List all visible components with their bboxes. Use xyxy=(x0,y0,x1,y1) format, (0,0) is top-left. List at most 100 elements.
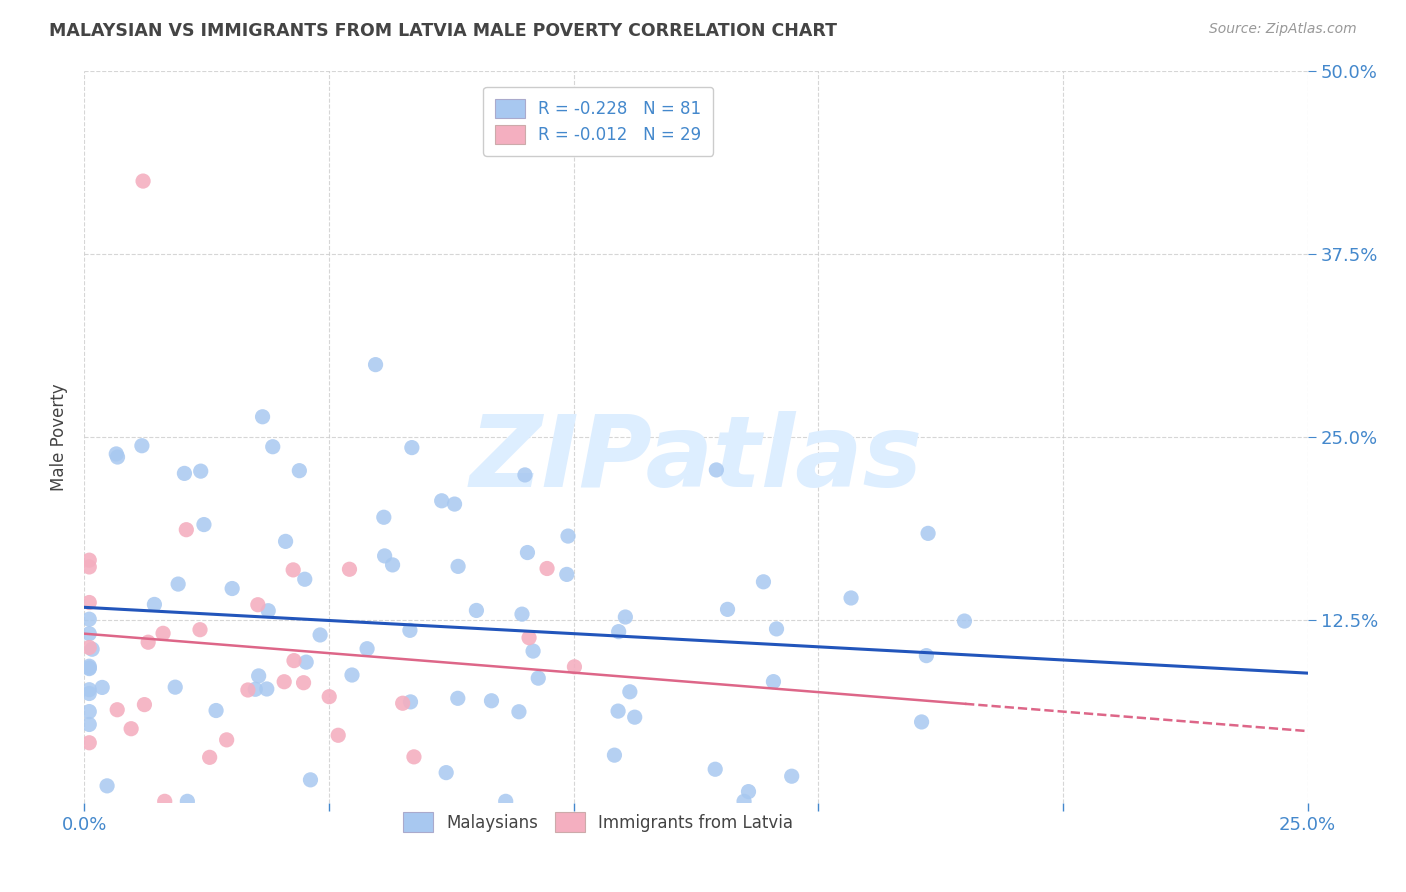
Point xyxy=(77,595,100,609)
Point xyxy=(557,529,579,543)
Point xyxy=(131,439,153,453)
Point xyxy=(77,682,100,697)
Point xyxy=(292,675,315,690)
Point xyxy=(356,641,378,656)
Point xyxy=(434,765,457,780)
Point xyxy=(536,561,558,575)
Point xyxy=(77,686,100,700)
Point xyxy=(401,441,423,455)
Point xyxy=(134,698,156,712)
Point xyxy=(77,661,100,675)
Point xyxy=(153,794,176,808)
Point xyxy=(262,440,284,454)
Point xyxy=(77,612,100,626)
Point xyxy=(513,467,536,482)
Point xyxy=(443,497,465,511)
Text: ZIPatlas: ZIPatlas xyxy=(470,410,922,508)
Text: MALAYSIAN VS IMMIGRANTS FROM LATVIA MALE POVERTY CORRELATION CHART: MALAYSIAN VS IMMIGRANTS FROM LATVIA MALE… xyxy=(49,22,837,40)
Point xyxy=(246,598,269,612)
Point xyxy=(309,628,332,642)
Point xyxy=(77,717,100,731)
Point xyxy=(193,517,215,532)
Point xyxy=(495,794,517,808)
Point xyxy=(188,623,211,637)
Point xyxy=(288,464,311,478)
Point xyxy=(564,660,586,674)
Point xyxy=(252,409,274,424)
Point xyxy=(294,572,316,586)
Point xyxy=(555,567,578,582)
Point xyxy=(716,602,738,616)
Point xyxy=(402,749,425,764)
Point xyxy=(603,748,626,763)
Point xyxy=(614,610,637,624)
Point xyxy=(737,784,759,798)
Point xyxy=(173,467,195,481)
Point xyxy=(273,674,295,689)
Point xyxy=(190,464,212,478)
Point xyxy=(198,750,221,764)
Point xyxy=(607,624,630,639)
Point xyxy=(765,622,787,636)
Point xyxy=(299,772,322,787)
Point xyxy=(516,545,538,559)
Point xyxy=(607,704,630,718)
Point xyxy=(752,574,775,589)
Point xyxy=(77,626,100,640)
Point xyxy=(295,655,318,669)
Point xyxy=(917,526,939,541)
Point xyxy=(283,563,305,577)
Point xyxy=(510,607,533,622)
Point xyxy=(247,669,270,683)
Point xyxy=(623,710,645,724)
Point xyxy=(105,703,128,717)
Point xyxy=(391,696,413,710)
Point xyxy=(447,691,470,706)
Point xyxy=(527,671,550,685)
Point xyxy=(283,654,305,668)
Point xyxy=(706,463,728,477)
Legend: Malaysians, Immigrants from Latvia: Malaysians, Immigrants from Latvia xyxy=(396,805,800,838)
Point xyxy=(143,598,166,612)
Point xyxy=(619,685,641,699)
Point xyxy=(221,582,243,596)
Point xyxy=(839,591,862,605)
Point xyxy=(77,640,100,655)
Point xyxy=(704,762,727,776)
Point xyxy=(77,553,100,567)
Point xyxy=(176,523,198,537)
Point xyxy=(132,174,155,188)
Point xyxy=(245,682,267,697)
Point xyxy=(915,648,938,663)
Text: Source: ZipAtlas.com: Source: ZipAtlas.com xyxy=(1209,22,1357,37)
Point xyxy=(152,626,174,640)
Point xyxy=(77,705,100,719)
Point xyxy=(339,562,361,576)
Point xyxy=(328,728,350,742)
Point xyxy=(107,450,129,464)
Point xyxy=(136,635,159,649)
Point xyxy=(373,510,395,524)
Point xyxy=(447,559,470,574)
Point xyxy=(167,577,190,591)
Point xyxy=(508,705,530,719)
Point xyxy=(96,779,118,793)
Point xyxy=(77,736,100,750)
Point xyxy=(77,560,100,574)
Point xyxy=(364,358,387,372)
Point xyxy=(381,558,404,572)
Point xyxy=(465,603,488,617)
Point xyxy=(120,722,142,736)
Point xyxy=(318,690,340,704)
Point xyxy=(522,644,544,658)
Point xyxy=(256,681,278,696)
Point xyxy=(165,680,187,694)
Point xyxy=(105,447,128,461)
Point xyxy=(780,769,803,783)
Point xyxy=(953,614,976,628)
Point xyxy=(176,794,198,808)
Point xyxy=(430,493,453,508)
Point xyxy=(399,624,422,638)
Y-axis label: Male Poverty: Male Poverty xyxy=(51,384,69,491)
Point xyxy=(340,668,363,682)
